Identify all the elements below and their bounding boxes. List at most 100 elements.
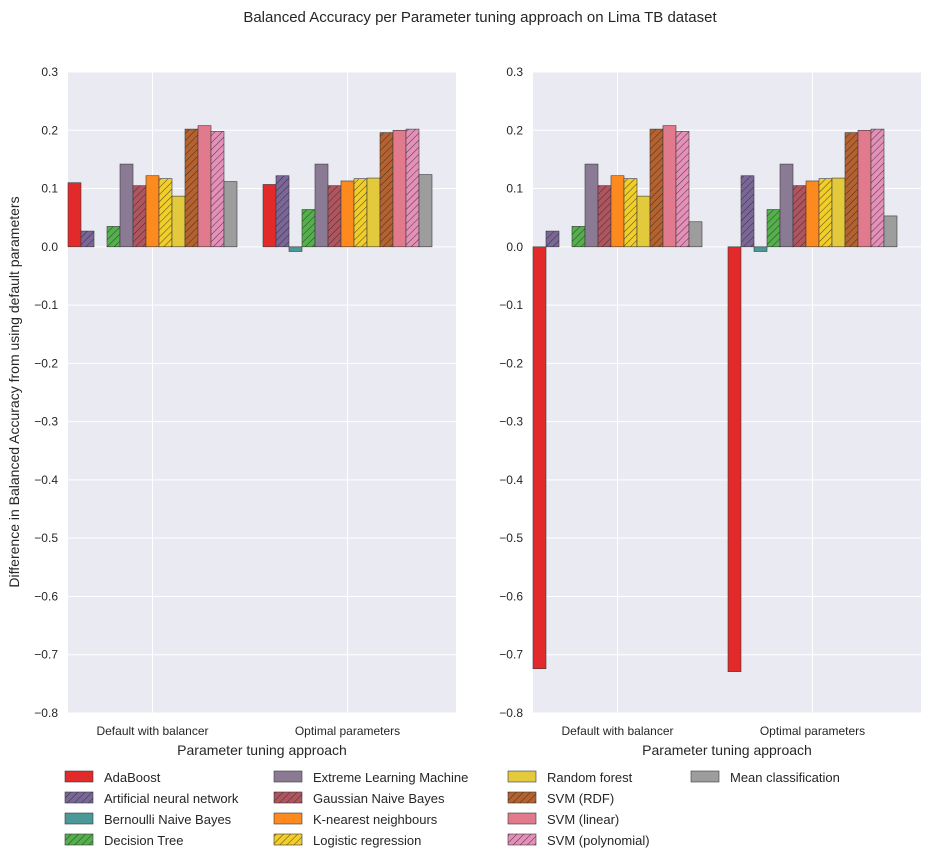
bar [340,180,355,248]
bar [883,215,898,248]
y-tick-label: 0.2 [506,123,523,137]
bar [197,125,212,248]
x-axis-label: Parameter tuning approach [642,742,812,758]
bar-hatch [572,226,585,247]
bar [392,129,407,248]
x-tick-label: Default with balancer [561,724,673,738]
legend-label: K-nearest neighbours [313,812,438,827]
bar [753,246,768,252]
legend-swatch-hatch [65,792,93,803]
bar [288,246,303,252]
bar [223,181,238,248]
legend-swatch-hatch [274,834,302,845]
legend-label: SVM (polynomial) [547,833,650,848]
bar-hatch [767,209,780,247]
bar-hatch [380,132,393,247]
y-tick-label: −0.2 [499,356,523,370]
bar [418,174,433,248]
bar-hatch [845,132,858,247]
x-tick-label: Default with balancer [96,724,208,738]
legend-label: Bernoulli Naive Bayes [104,812,232,827]
y-tick-label: 0.0 [506,240,523,254]
bar [779,163,794,248]
y-tick-label: −0.7 [34,648,58,662]
bar [314,163,329,248]
bar [727,246,742,672]
y-tick-label: −0.4 [499,473,523,487]
y-tick-label: −0.5 [34,531,58,545]
y-tick-label: −0.8 [34,706,58,720]
bar-hatch [354,178,367,247]
bar [67,182,82,248]
bar-hatch [598,185,611,247]
bar [662,125,677,248]
y-tick-label: −0.1 [499,298,523,312]
legend: AdaBoost Artificial neural network Bernoul… [64,770,840,848]
chart-title: Balanced Accuracy per Parameter tuning a… [243,9,717,26]
legend-item: Extreme Learning Machine [273,770,468,785]
bar [366,177,381,248]
y-tick-label: −0.5 [499,531,523,545]
legend-swatch [690,770,720,783]
legend-item: Mean classification [690,770,840,785]
bar [831,177,846,248]
legend-label: AdaBoost [104,770,161,785]
bar [145,175,160,248]
legend-swatch [64,812,94,825]
bar-hatch [793,185,806,247]
bar-hatch [676,131,689,247]
y-tick-label: −0.7 [499,648,523,662]
bar-hatch [741,175,754,247]
legend-label: Logistic regression [313,833,421,848]
legend-label: SVM (RDF) [547,791,614,806]
bar [171,195,186,248]
bar-hatch [819,178,832,247]
y-tick-label: −0.3 [499,415,523,429]
legend-label: Decision Tree [104,833,183,848]
bar [119,163,134,248]
legend-swatch-hatch [274,792,302,803]
x-axis-label: Parameter tuning approach [177,742,347,758]
legend-label: SVM (linear) [547,812,619,827]
x-tick-label: Optimal parameters [295,724,400,738]
y-tick-label: 0.0 [41,240,58,254]
bar-hatch [107,226,120,247]
legend-item: Artificial neural network [64,791,239,806]
y-tick-label: 0.1 [41,182,58,196]
bar-hatch [302,209,315,247]
legend-swatch-hatch [65,834,93,845]
bar-hatch [650,129,663,247]
bar [805,180,820,248]
legend-swatch [273,770,303,783]
legend-swatch-hatch [508,834,536,845]
bar [688,221,703,248]
bar [636,195,651,248]
y-tick-label: −0.4 [34,473,58,487]
chart-panel-1: −0.8 −0.7 −0.6 −0.5 −0.4 −0.3 −0.2 −0.1 0.0 0.1 0.… [34,65,456,758]
y-tick-label: −0.6 [499,589,523,603]
y-tick-label: −0.2 [34,356,58,370]
legend-label: Gaussian Naive Bayes [313,791,445,806]
legend-item: Bernoulli Naive Bayes [64,812,232,827]
y-tick-label: −0.6 [34,589,58,603]
bar-hatch [328,185,341,247]
legend-swatch [507,812,537,825]
bar [610,175,625,248]
legend-label: Artificial neural network [104,791,239,806]
y-axis-label: Difference in Balanced Accuracy from usi… [6,196,22,587]
legend-label: Mean classification [730,770,840,785]
legend-item: AdaBoost [64,770,161,785]
legend-item: SVM (polynomial) [507,833,650,848]
y-tick-label: 0.3 [41,65,58,79]
legend-item: SVM (linear) [507,812,619,827]
y-tick-label: −0.1 [34,298,58,312]
chart-panel-2: −0.8 −0.7 −0.6 −0.5 −0.4 −0.3 −0.2 −0.1 0.0 0.1 0.… [499,65,921,758]
x-tick-label: Optimal parameters [760,724,865,738]
bar-hatch [159,178,172,247]
bar-hatch [871,129,884,247]
bar-hatch [133,185,146,247]
legend-swatch [64,770,94,783]
legend-item: K-nearest neighbours [273,812,438,827]
bar-hatch [624,178,637,247]
